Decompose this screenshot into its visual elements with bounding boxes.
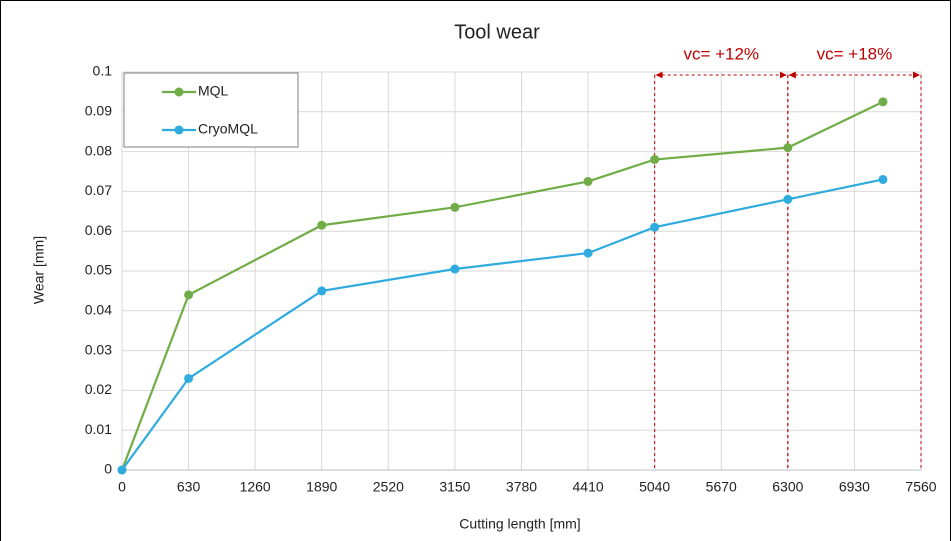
x-axis-label: Cutting length [mm] — [459, 516, 580, 532]
x-tick-label: 630 — [177, 479, 201, 495]
point — [878, 97, 888, 107]
point — [650, 222, 660, 232]
x-tick-label: 0 — [118, 479, 126, 495]
x-tick-label: 2520 — [373, 479, 404, 495]
y-tick-label: 0.05 — [85, 262, 112, 278]
annotation-text: vc= +18% — [817, 44, 893, 63]
legend-box — [123, 72, 299, 148]
point — [317, 220, 327, 230]
y-tick-label: 0.09 — [85, 103, 112, 119]
point — [878, 174, 888, 184]
point — [450, 202, 460, 212]
point — [583, 176, 593, 186]
y-tick-label: 0.02 — [85, 381, 112, 397]
legend-marker — [174, 87, 184, 97]
point — [583, 248, 593, 258]
point — [317, 286, 327, 296]
legend-label: CryoMQL — [198, 121, 258, 137]
point — [450, 264, 460, 274]
y-tick-label: 0.1 — [93, 63, 113, 79]
y-tick-label: 0.01 — [85, 421, 112, 437]
y-tick-label: 0.08 — [85, 142, 112, 158]
point — [783, 143, 793, 153]
line — [120, 100, 884, 471]
x-tick-label: 1890 — [306, 479, 337, 495]
y-tick-label: 0.07 — [85, 182, 112, 198]
line — [121, 178, 884, 471]
y-tick-label: 0.06 — [85, 222, 112, 238]
point — [783, 194, 793, 204]
x-tick-label: 1260 — [240, 479, 271, 495]
x-tick-label: 5670 — [706, 479, 737, 495]
point — [184, 290, 194, 300]
x-tick-label: 3780 — [506, 479, 537, 495]
x-tick-label: 6930 — [839, 479, 870, 495]
x-tick-label: 5040 — [639, 479, 670, 495]
y-axis-label: Wear [mm] — [31, 236, 47, 304]
y-tick-label: 0.03 — [85, 341, 112, 357]
x-tick-label: 6300 — [772, 479, 803, 495]
legend-marker — [174, 125, 184, 135]
x-tick-label: 4410 — [573, 479, 604, 495]
y-tick-label: 0 — [104, 461, 112, 477]
chart-title: Tool wear — [454, 21, 540, 43]
x-tick-label: 3150 — [439, 479, 470, 495]
legend-label: MQL — [198, 83, 229, 99]
y-tick-label: 0.04 — [85, 302, 112, 318]
point — [117, 465, 127, 475]
point — [650, 155, 660, 165]
x-tick-label: 7560 — [905, 479, 936, 495]
point — [184, 373, 194, 383]
annotation-text: vc= +12% — [683, 44, 759, 63]
